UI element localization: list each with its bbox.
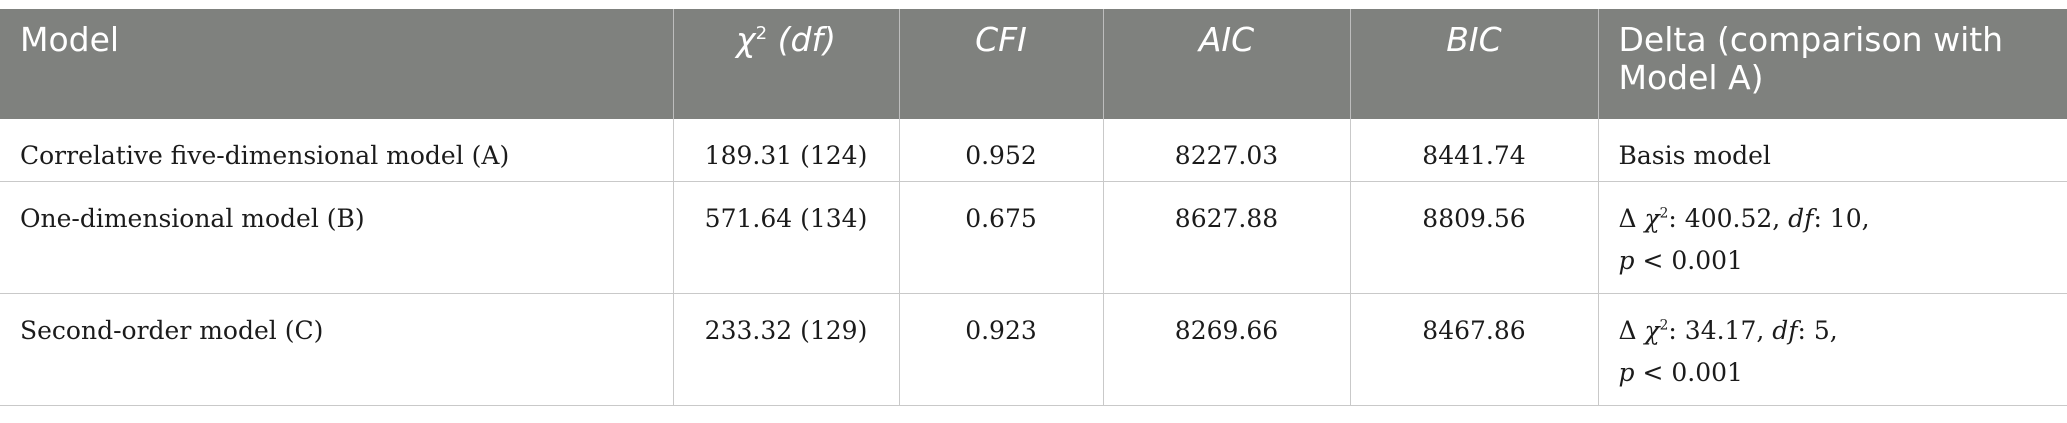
cell-chi-square: 233.32 (129)	[672, 293, 899, 406]
delta-line-2: p < 0.001	[1619, 240, 2048, 282]
cell-chi-square: 571.64 (134)	[672, 181, 899, 294]
table-row: One-dimensional model (B) 571.64 (134) 0…	[0, 181, 2067, 294]
delta-p-label: p	[1618, 245, 1635, 275]
delta-prefix: Δ	[1618, 315, 1637, 345]
header-aic-label: AIC	[1198, 20, 1255, 59]
table-body: Correlative five-dimensional model (A) 1…	[0, 119, 2067, 406]
header-chi-square: χ2 (df)	[672, 9, 899, 119]
table-row: Correlative five-dimensional model (A) 1…	[0, 119, 2067, 182]
header-chi-symbol: χ	[736, 20, 756, 59]
cell-cfi: 0.923	[898, 293, 1103, 406]
header-cfi: CFI	[898, 9, 1103, 119]
cell-model: Second-order model (C)	[0, 293, 673, 406]
header-bic: BIC	[1349, 9, 1598, 119]
cell-model: One-dimensional model (B)	[0, 181, 673, 294]
delta-chi-symbol: χ	[1644, 315, 1660, 345]
delta-p-label: p	[1618, 357, 1635, 387]
header-bic-label: BIC	[1446, 20, 1502, 59]
model-comparison-table: Model χ2 (df) CFI AIC BIC Delta (compari…	[0, 9, 2067, 406]
delta-chi-value: : 400.52,	[1668, 203, 1789, 233]
delta-line-1: Δ χ2: 400.52, df: 10,	[1619, 198, 2048, 240]
header-chi-df: (df)	[777, 20, 836, 59]
delta-p-value: < 0.001	[1634, 245, 1743, 275]
cell-delta: Δ χ2: 34.17, df: 5, p < 0.001	[1597, 293, 2067, 406]
header-cfi-label: CFI	[975, 20, 1027, 59]
delta-line-2: p < 0.001	[1619, 352, 2048, 394]
cell-cfi: 0.952	[898, 119, 1103, 182]
cell-aic: 8627.88	[1102, 181, 1350, 294]
header-chi-sup: 2	[755, 23, 768, 44]
header-aic: AIC	[1102, 9, 1350, 119]
delta-df-value: : 10,	[1813, 203, 1870, 233]
delta-df-label: df	[1788, 203, 1814, 233]
cell-model: Correlative five-dimensional model (A)	[0, 119, 673, 182]
delta-chi-symbol: χ	[1644, 203, 1660, 233]
cell-bic: 8809.56	[1349, 181, 1598, 294]
delta-line-1: Δ χ2: 34.17, df: 5,	[1619, 310, 2048, 352]
header-delta-label: Delta (comparison with Model A)	[1618, 20, 2004, 97]
delta-chi-sup: 2	[1659, 317, 1669, 334]
model-comparison-table-container: Model χ2 (df) CFI AIC BIC Delta (compari…	[0, 9, 2067, 406]
cell-delta: Basis model	[1597, 119, 2067, 182]
delta-df-label: df	[1772, 315, 1798, 345]
delta-p-value: < 0.001	[1634, 357, 1743, 387]
cell-aic: 8227.03	[1102, 119, 1350, 182]
delta-df-value: : 5,	[1797, 315, 1838, 345]
table-header: Model χ2 (df) CFI AIC BIC Delta (compari…	[0, 9, 2067, 119]
cell-aic: 8269.66	[1102, 293, 1350, 406]
cell-delta: Δ χ2: 400.52, df: 10, p < 0.001	[1597, 181, 2067, 294]
header-model: Model	[0, 9, 673, 119]
delta-prefix: Δ	[1618, 203, 1637, 233]
cell-bic: 8467.86	[1349, 293, 1598, 406]
header-row: Model χ2 (df) CFI AIC BIC Delta (compari…	[0, 9, 2067, 119]
cell-bic: 8441.74	[1349, 119, 1598, 182]
delta-chi-value: : 34.17,	[1668, 315, 1773, 345]
header-delta: Delta (comparison with Model A)	[1597, 9, 2067, 119]
table-row: Second-order model (C) 233.32 (129) 0.92…	[0, 293, 2067, 406]
header-model-label: Model	[20, 20, 120, 59]
cell-cfi: 0.675	[898, 181, 1103, 294]
delta-chi-sup: 2	[1659, 205, 1669, 222]
cell-chi-square: 189.31 (124)	[672, 119, 899, 182]
